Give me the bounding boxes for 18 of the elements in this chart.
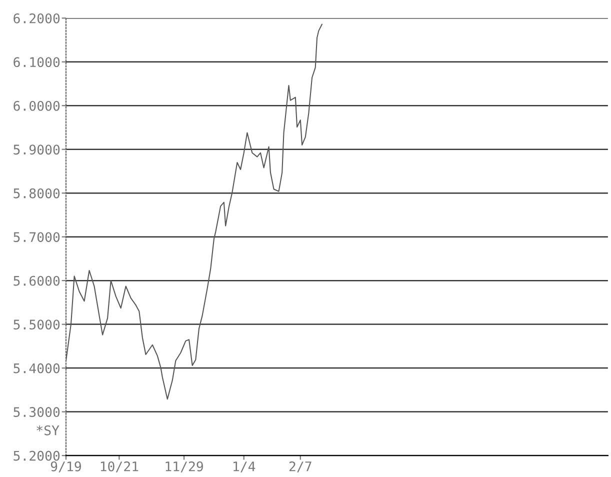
y-tick-label: 6.1000 bbox=[14, 57, 60, 68]
text: *SY bbox=[36, 425, 60, 436]
y-tick-label: 5.8000 bbox=[14, 188, 60, 198]
y-tick-label: 5.6000 bbox=[14, 276, 60, 286]
y-tick-label: 5.7000 bbox=[14, 232, 60, 242]
y-tick-label: 5.2000 bbox=[14, 450, 60, 461]
x-tick-label: 10/21 bbox=[100, 461, 138, 472]
x-tick-label: 1/4 bbox=[234, 462, 256, 472]
x-tick-label: 2/7 bbox=[289, 461, 312, 472]
y-tick-label: 5.9000 bbox=[14, 144, 60, 155]
y-tick-label: 5.3000 bbox=[14, 407, 60, 418]
y-tick-label: 5.5000 bbox=[14, 320, 60, 330]
y-tick-label: 5.4000 bbox=[14, 363, 60, 374]
line-series bbox=[66, 24, 323, 400]
x-tick-label: 9/19 bbox=[50, 461, 81, 472]
y-tick-label: 6.2000 bbox=[14, 13, 60, 24]
x-tick-label: 11/29 bbox=[166, 461, 203, 472]
y-tick-label: 6.0000 bbox=[14, 100, 60, 111]
